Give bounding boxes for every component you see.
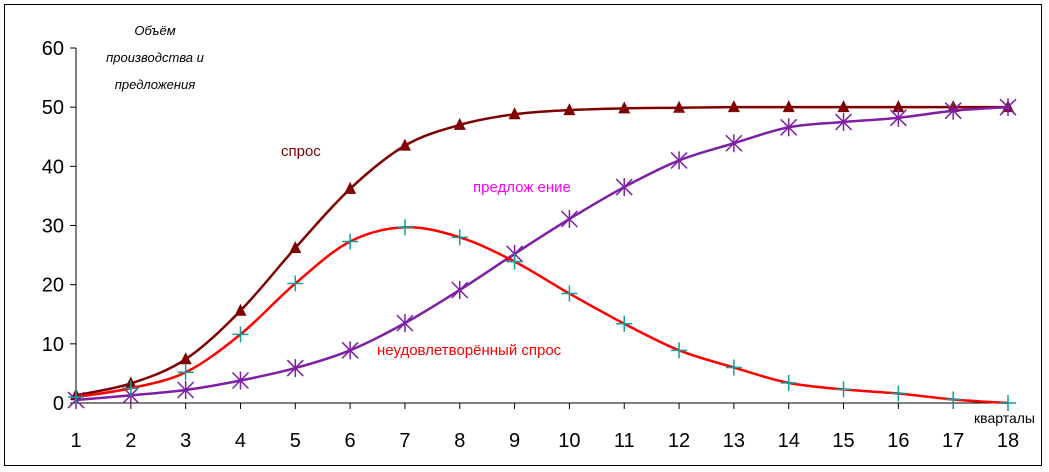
data-point-demand: [453, 117, 466, 130]
x-tick-label: 2: [125, 430, 136, 452]
data-point-supply: [341, 341, 359, 360]
x-tick-label: 5: [290, 430, 301, 452]
x-axis-label: кварталы: [974, 410, 1035, 426]
y-tick-label: 30: [42, 216, 64, 238]
y-axis-label-line-3: предложения: [115, 77, 195, 92]
x-tick-label: 11: [614, 430, 635, 452]
data-point-supply: [944, 101, 962, 120]
x-tick-label: 13: [723, 430, 745, 452]
y-tick-label: 10: [42, 334, 64, 356]
x-tick-label: 7: [399, 430, 410, 452]
data-point-unmet-demand: [506, 253, 523, 270]
x-tick-label: 18: [997, 430, 1019, 452]
x-tick-label: 12: [668, 430, 690, 452]
data-point-demand: [398, 138, 411, 151]
data-point-supply: [889, 108, 907, 127]
data-point-unmet-demand: [890, 385, 907, 402]
data-point-unmet-demand: [342, 233, 359, 250]
data-point-demand: [563, 103, 576, 116]
data-point-demand: [837, 100, 850, 113]
data-point-unmet-demand: [671, 342, 688, 359]
data-point-demand: [618, 101, 631, 114]
y-axis-ticks: 0 10 20 30 40 50 60: [42, 38, 76, 415]
data-point-supply: [231, 371, 250, 390]
x-tick-label: 4: [235, 430, 246, 452]
data-point-supply: [780, 118, 798, 137]
data-point-demand: [344, 181, 357, 194]
x-tick-label: 3: [180, 430, 191, 452]
x-tick-label: 15: [832, 430, 854, 452]
x-tick-label: 10: [558, 430, 580, 452]
data-point-supply: [834, 112, 853, 131]
data-point-demand: [782, 100, 795, 113]
data-point-unmet-demand: [616, 315, 633, 332]
y-axis-label-line-2: производства и: [106, 50, 204, 65]
data-point-supply: [615, 178, 633, 197]
data-point-unmet-demand: [396, 219, 413, 236]
data-point-supply: [670, 151, 688, 170]
data-point-supply: [177, 380, 195, 399]
data-point-unmet-demand: [835, 381, 852, 398]
series-layer: [67, 98, 1017, 411]
annotation-demand: спрос: [281, 143, 321, 160]
x-tick-label: 16: [887, 430, 909, 452]
y-tick-label: 20: [42, 275, 64, 297]
data-point-demand: [727, 100, 740, 113]
x-axis-ticks: 1 2 3 4 5 6 7 8 9 10 11 12 13 14 15 16 17 18: [70, 403, 1019, 452]
x-tick-label: 17: [942, 430, 964, 452]
data-point-unmet-demand: [561, 285, 578, 302]
data-point-unmet-demand: [287, 275, 304, 292]
data-point-demand: [234, 303, 247, 316]
data-point-demand: [508, 107, 521, 120]
y-axis-label-line-1: Объём: [134, 23, 175, 38]
data-point-supply: [999, 98, 1017, 117]
data-point-demand: [289, 240, 302, 253]
data-point-supply: [560, 209, 578, 228]
x-tick-label: 9: [509, 430, 520, 452]
data-point-unmet-demand: [725, 359, 742, 376]
data-point-demand: [892, 100, 905, 113]
data-point-unmet-demand: [122, 380, 139, 397]
data-point-supply: [286, 359, 304, 378]
annotation-supply: предлож ение: [473, 179, 571, 196]
series-line-unmet-demand: [75, 226, 1009, 405]
x-tick-label: 1: [70, 430, 81, 452]
chart-frame: 0 10 20 30 40 50 60 1 2 3 4 5 6 7 8 9 10 11 12 13 14 15 16 17 1…: [4, 4, 1042, 466]
data-point-demand: [673, 100, 686, 113]
data-point-unmet-demand: [1000, 395, 1016, 411]
x-tick-label: 14: [778, 430, 800, 452]
y-tick-label: 0: [53, 393, 64, 415]
data-point-unmet-demand: [945, 391, 962, 408]
data-point-unmet-demand: [68, 389, 84, 406]
data-point-supply: [396, 314, 414, 333]
data-point-demand: [179, 352, 192, 365]
annotation-unmet-demand: неудовлетворённый спрос: [377, 342, 562, 359]
data-point-supply: [725, 134, 743, 153]
x-tick-label: 6: [345, 430, 356, 452]
data-point-unmet-demand: [232, 326, 249, 343]
x-tick-label: 8: [454, 430, 465, 452]
data-point-unmet-demand: [780, 374, 797, 391]
series-supply: [67, 98, 1017, 410]
data-point-unmet-demand: [177, 364, 194, 381]
series-unmet-demand: [68, 219, 1016, 411]
data-point-unmet-demand: [451, 229, 468, 246]
y-tick-label: 40: [42, 156, 64, 178]
data-point-supply: [451, 280, 469, 299]
y-tick-label: 50: [42, 97, 64, 119]
y-tick-label: 60: [42, 38, 64, 60]
